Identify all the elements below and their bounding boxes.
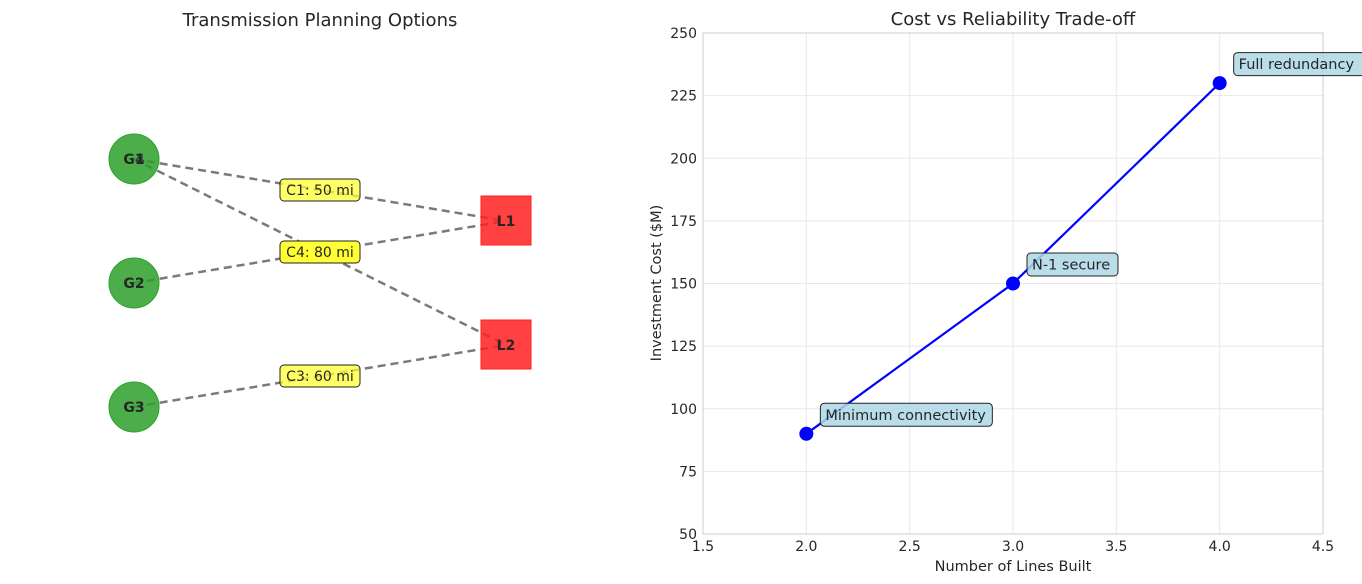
chart-annotations: Minimum connectivity N-1 secure Full redun… [819,52,1362,427]
y-tick-label: 150 [670,277,697,293]
x-tick-label: 4.0 [1209,539,1231,555]
generator-label: G2 [123,276,144,292]
data-point [799,426,814,441]
annotation: Full redundancy [1233,52,1362,77]
y-tick-label: 50 [679,527,697,543]
chart-title: Cost vs Reliability Trade-off [891,9,1136,30]
generator-g2: G2 [108,257,160,309]
diagram-title: Transmission Planning Options [182,10,458,31]
load-l1: L1 [480,195,532,246]
line-c4 [133,157,507,347]
y-tick-label: 200 [670,151,697,167]
x-tick-label: 3.5 [1105,539,1127,555]
plot-frame [702,32,1324,535]
line-label-c4: C4: 80 mi [279,240,361,264]
data-point [1006,276,1020,291]
line-label-c3: C3: 60 mi [279,364,361,388]
line-label-text: C1: 50 mi [286,183,354,199]
generator-label-overlay: 4 [135,152,145,168]
generator-label: G3 [123,400,144,416]
y-tick-label: 75 [679,464,697,480]
load-label: L1 [497,214,516,230]
line-chart: Cost vs Reliability Trade-off 1.5 2.0 2.5 3… [649,9,1362,575]
x-tick-label: 3.0 [1002,539,1024,555]
diagram-edge-labels: C1: 50 mi C3: 60 mi C4: 80 mi [279,178,361,388]
y-tick-labels: 50 75 100 125 150 175 200 225 250 [670,26,697,543]
y-tick-label: 175 [670,214,697,230]
annotation: N-1 secure [1026,252,1119,277]
network-diagram: Transmission Planning Options G14 G2 G3 L1 L… [108,10,532,433]
x-axis-label: Number of Lines Built [935,559,1092,575]
diagram-nodes: G14 G2 G3 L1 L2 [108,133,532,433]
annotation-text: N-1 secure [1032,258,1110,274]
line-label-text: C3: 60 mi [286,369,354,385]
generator-g3: G3 [108,381,160,433]
line-label-c1: C1: 50 mi [279,178,361,202]
load-l2: L2 [480,319,532,370]
data-point [1212,76,1227,91]
y-tick-label: 100 [670,402,697,418]
annotation: Minimum connectivity [819,402,993,427]
chart-series [799,76,1227,441]
y-tick-label: 250 [670,26,697,42]
generator-g1: G14 [108,133,160,185]
x-tick-label: 1.5 [692,539,714,555]
line-label-text: C4: 80 mi [286,245,354,261]
annotation-text: Minimum connectivity [825,408,986,424]
x-tick-label: 4.5 [1312,539,1334,555]
x-tick-label: 2.5 [899,539,921,555]
load-label: L2 [497,338,516,354]
y-tick-label: 225 [670,89,697,105]
x-tick-labels: 1.5 2.0 2.5 3.0 3.5 4.0 4.5 [692,539,1334,555]
y-tick-label: 125 [670,339,697,355]
x-tick-label: 2.0 [795,539,817,555]
generator-label: G1 [123,152,144,168]
annotation-text: Full redundancy [1239,57,1355,73]
y-axis-label: Investment Cost ($M) [649,205,665,362]
